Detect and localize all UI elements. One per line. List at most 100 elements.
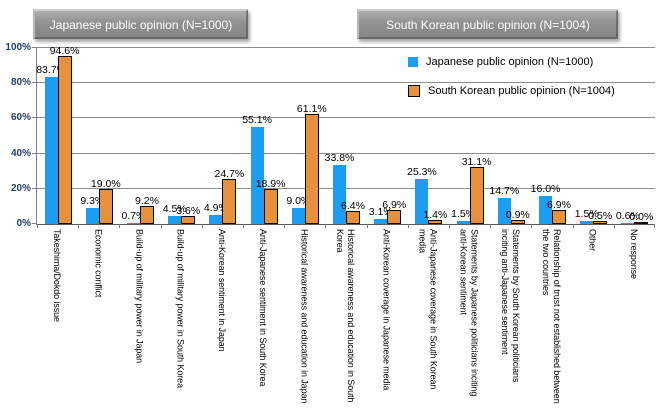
value-label-japanese: 9.0% (286, 195, 311, 208)
legend-item-japanese-opinion[interactable]: Japanese public opinion (N=1000) (408, 56, 615, 68)
y-axis-tick (32, 117, 37, 119)
y-axis-tick (32, 223, 37, 224)
bar-japanese-opinion (168, 216, 182, 224)
value-label-japanese: 33.8% (324, 151, 355, 164)
bar-south-korean-opinion (304, 114, 319, 224)
bar-japanese-opinion (291, 208, 305, 224)
south-korean-opinion-header-button[interactable]: South Korean public opinion (N=1004) (357, 9, 618, 39)
x-axis-tick (119, 224, 121, 228)
value-label-south-korean: 19.0% (90, 177, 121, 190)
x-axis-category-label-text: Statements by Japanese politicians incit… (458, 229, 480, 397)
bar-japanese-opinion (539, 195, 552, 224)
x-axis-category-label-text: Historical awareness and education in Ja… (299, 229, 310, 404)
legend: Japanese public opinion (N=1000) South K… (408, 56, 615, 114)
value-label-south-korean: 3.6% (176, 204, 201, 217)
bar-south-korean-opinion (428, 219, 443, 224)
x-axis-tick (201, 224, 203, 228)
japanese-series-swatch-icon (408, 57, 418, 67)
value-label-japanese: 1.5% (574, 208, 599, 221)
x-axis-category-label-text: Historical awareness and education in So… (334, 229, 356, 403)
x-axis-category-label-text: Build-up of military power in South Kore… (175, 229, 186, 388)
legend-label-south-korean: South Korean public opinion (N=1004) (428, 85, 615, 97)
value-label-south-korean: 0.5% (588, 210, 613, 222)
value-label-japanese: 55.1% (242, 114, 272, 127)
japanese-opinion-header-button[interactable]: Japanese public opinion (N=1000) (33, 9, 248, 39)
y-axis-tick (32, 82, 37, 84)
bar-japanese-opinion (621, 222, 635, 224)
x-axis-category-label-text: Build-up of military power in Japan (134, 229, 145, 364)
value-label-japanese: 9.3% (80, 194, 105, 207)
value-label-japanese: 16.0% (530, 182, 561, 195)
bar-south-korean-opinion (510, 220, 525, 224)
value-label-japanese: 14.7% (489, 185, 520, 198)
x-axis-category-labels: Takeshima/Dokdo issue Economic conflict Bu… (36, 229, 654, 407)
bar-japanese-opinion (85, 207, 99, 224)
x-axis-category-label: Anti-Japanese coverage in South Korean m… (407, 229, 448, 407)
value-label-japanese: 4.5% (162, 203, 187, 216)
value-label-south-korean: 9.2% (135, 194, 159, 207)
y-axis-tick (32, 152, 37, 154)
value-label-japanese: 0.6% (615, 209, 640, 222)
x-axis-tick (654, 224, 655, 228)
x-axis-category-label-text: Anti-Korean sentiment in Japan (216, 229, 227, 352)
bar-japanese-opinion (497, 198, 511, 224)
x-axis-category-label: Economic conflict (77, 229, 118, 407)
x-axis-tick (325, 224, 327, 228)
y-axis-tick (32, 187, 37, 189)
x-axis-tick (449, 224, 450, 228)
gridline (37, 117, 655, 119)
x-axis-category-label: Relationship of trust not established be… (530, 229, 571, 407)
y-axis-tick-label: 0% (16, 218, 31, 229)
y-axis-tick-label: 20% (10, 182, 31, 194)
gridline (37, 187, 655, 189)
x-axis-category-label: Anti-Korean coverage in Japanese media (366, 229, 407, 407)
value-label-south-korean: 61.1% (296, 103, 327, 116)
x-axis-category-label: Statements by South Korean politicians i… (489, 229, 530, 407)
x-axis-tick (572, 224, 574, 228)
x-axis-category-label: Historical awareness and education in Ja… (283, 229, 324, 407)
bar-south-korean-opinion (263, 188, 278, 224)
gridline (37, 82, 655, 84)
x-axis-category-label: No response (613, 229, 654, 407)
value-label-south-korean: 18.9% (255, 177, 286, 190)
x-axis-category-label-text: Anti-Japanese sentiment in South Korea (258, 229, 269, 387)
x-axis-category-label: Build-up of military power in South Kore… (160, 229, 201, 407)
y-axis-tick-label: 60% (10, 112, 31, 124)
value-label-japanese: 4.9% (203, 202, 228, 215)
value-label-south-korean: 1.4% (423, 208, 448, 221)
y-axis-tick-label: 80% (10, 77, 31, 89)
bar-south-korean-opinion (387, 209, 402, 224)
value-label-south-korean: 6.4% (341, 199, 365, 212)
legend-item-south-korean-opinion[interactable]: South Korean public opinion (N=1004) (408, 85, 615, 97)
value-label-south-korean: 0.9% (505, 209, 530, 222)
value-label-japanese: 3.1% (368, 205, 393, 218)
plot-area: 83.7% 94.6% 9.3% 19.0% 0.7% 9.2% 4.5% 3.6% 4.9% 2… (32, 45, 655, 228)
x-axis-category-label-text: Relationship of trust not established be… (540, 229, 562, 404)
x-axis-category-label: Other (572, 229, 613, 407)
x-axis-tick (243, 224, 244, 228)
x-axis-tick (160, 224, 162, 228)
value-label-japanese: 0.7% (121, 209, 146, 222)
bar-south-korean-opinion (634, 222, 649, 224)
gridline (37, 152, 655, 154)
y-axis-tick-label: 100% (5, 42, 31, 53)
x-axis-tick (284, 224, 286, 228)
gridline (37, 47, 655, 48)
bar-south-korean-opinion (552, 209, 566, 224)
x-axis-category-label: Statements by Japanese politicians incit… (448, 229, 489, 407)
legend-label-japanese: Japanese public opinion (N=1000) (426, 56, 594, 68)
x-axis-category-label-text: Anti-Japanese coverage in South Korean m… (417, 229, 439, 390)
x-axis-tick (613, 224, 615, 228)
x-axis-tick (407, 224, 409, 228)
bar-south-korean-opinion (181, 215, 196, 224)
x-axis-category-label-text: No response (628, 229, 639, 279)
x-axis-category-label: Historical awareness and education in So… (324, 229, 365, 407)
y-axis-tick (32, 47, 37, 48)
value-label-japanese: 25.3% (407, 166, 437, 179)
bar-japanese-opinion (44, 76, 58, 224)
x-axis-category-label-text: Other (587, 229, 598, 252)
x-axis-category-label-text: Takeshima/Dokdo issue (52, 229, 63, 322)
value-label-south-korean: 6.9% (547, 198, 571, 211)
bar-south-korean-opinion (222, 178, 237, 224)
